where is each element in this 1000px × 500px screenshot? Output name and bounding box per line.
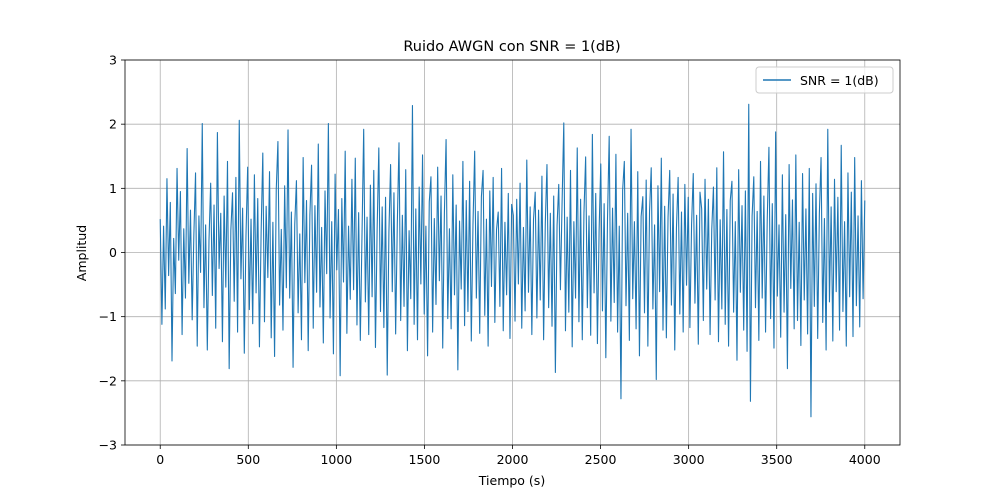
y-tick-label: 0 [109,245,117,260]
legend: SNR = 1(dB) [755,66,894,94]
y-tick-label: 3 [109,53,117,68]
series-layer [159,103,866,418]
y-tick-label: −1 [99,309,117,324]
x-tick-label: 500 [236,452,260,467]
chart-title: Ruido AWGN con SNR = 1(dB) [403,39,620,55]
x-tick-label: 2000 [497,452,529,467]
legend-box [755,66,894,94]
x-axis-label: Tiempo (s) [478,473,545,488]
legend-label: SNR = 1(dB) [800,73,879,88]
y-axis-label: Amplitud [74,225,89,281]
y-tick-label: −3 [99,438,117,453]
x-tick-label: 4000 [849,452,881,467]
x-tick-label: 0 [156,452,164,467]
x-tick-label: 2500 [585,452,617,467]
x-axis-ticks: 0 500 1000 1500 2000 2500 3000 3500 4000 [156,445,881,467]
y-axis-ticks: −3 −2 −1 0 1 2 3 [99,53,125,453]
y-tick-label: −2 [99,373,117,388]
y-tick-label: 2 [109,117,117,132]
x-tick-label: 3500 [761,452,793,467]
series-line [159,103,866,418]
x-tick-label: 3000 [673,452,705,467]
x-tick-label: 1500 [409,452,441,467]
y-tick-label: 1 [109,181,117,196]
x-tick-label: 1000 [320,452,352,467]
